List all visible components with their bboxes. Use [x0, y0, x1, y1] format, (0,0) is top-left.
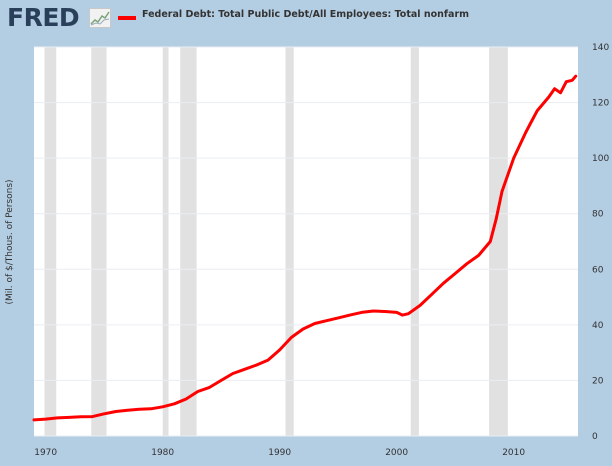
- y-tick-label: 140: [592, 43, 609, 53]
- recession-band: [162, 47, 169, 436]
- sparkline-chart-icon: [89, 8, 111, 28]
- series-layer: [32, 74, 578, 422]
- x-tick-label: 1990: [268, 448, 291, 458]
- chart-header: FRED Federal Debt: Total Public Debt/All…: [0, 0, 612, 42]
- plot-area: [34, 47, 578, 436]
- grid-lines: [34, 46, 578, 437]
- y-tick-label: 60: [592, 265, 604, 275]
- legend-label: Federal Debt: Total Public Debt/All Empl…: [142, 9, 470, 20]
- recession-band: [91, 47, 107, 436]
- recession-bands: [44, 47, 508, 436]
- x-tick-label: 2000: [385, 448, 408, 458]
- recession-band: [180, 47, 197, 436]
- fred-logo[interactable]: FRED: [7, 3, 80, 32]
- y-axis-label: (Mil. of $/Thous. of Persons): [5, 179, 15, 304]
- recession-band: [285, 47, 294, 436]
- x-axis-ticks: 1970 1980 1990 2000 2010: [34, 448, 525, 458]
- x-tick-label: 1980: [151, 448, 174, 458]
- y-tick-label: 80: [592, 210, 604, 220]
- x-tick-label: 2010: [502, 448, 525, 458]
- series-line: [32, 74, 578, 422]
- recession-band: [44, 47, 57, 436]
- x-tick-label: 1970: [34, 448, 57, 458]
- legend-swatch: [118, 16, 136, 20]
- recession-band: [489, 47, 508, 436]
- y-axis-ticks: 0 20 40 60 80 100 120 140: [592, 43, 609, 442]
- y-tick-label: 100: [592, 154, 609, 164]
- y-tick-label: 20: [592, 376, 604, 386]
- y-tick-label: 120: [592, 99, 609, 109]
- recession-band: [410, 47, 419, 436]
- y-tick-label: 0: [592, 432, 598, 442]
- y-tick-label: 40: [592, 321, 604, 331]
